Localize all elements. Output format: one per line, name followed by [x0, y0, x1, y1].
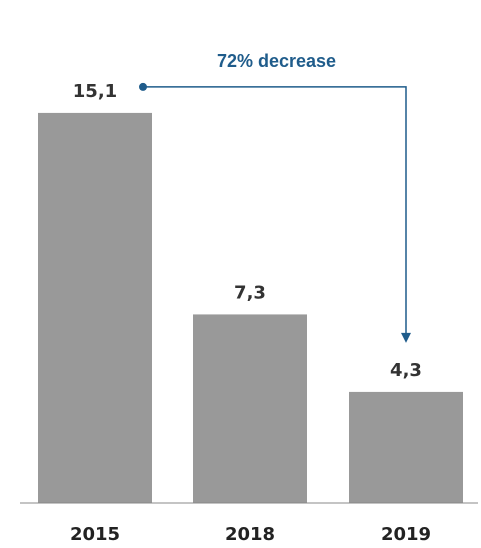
labels-layer: 15,1 2015 7,3 2018 4,3 2019 — [70, 81, 431, 545]
bar-2015 — [38, 112, 152, 504]
category-label-2019: 2019 — [381, 524, 431, 545]
annotation-arrowhead — [401, 332, 411, 343]
bar-2019 — [349, 391, 463, 503]
bar-2018 — [193, 314, 307, 503]
decrease-annotation: 72% decrease — [139, 51, 411, 343]
bars-layer — [38, 112, 463, 504]
value-label-2015: 15,1 — [73, 81, 117, 102]
annotation-text: 72% decrease — [217, 51, 336, 71]
value-label-2019: 4,3 — [390, 360, 422, 381]
annotation-start-dot — [139, 82, 147, 91]
value-label-2018: 7,3 — [234, 282, 266, 303]
category-label-2015: 2015 — [70, 524, 120, 545]
category-label-2018: 2018 — [225, 524, 275, 545]
annotation-connector — [143, 86, 407, 335]
